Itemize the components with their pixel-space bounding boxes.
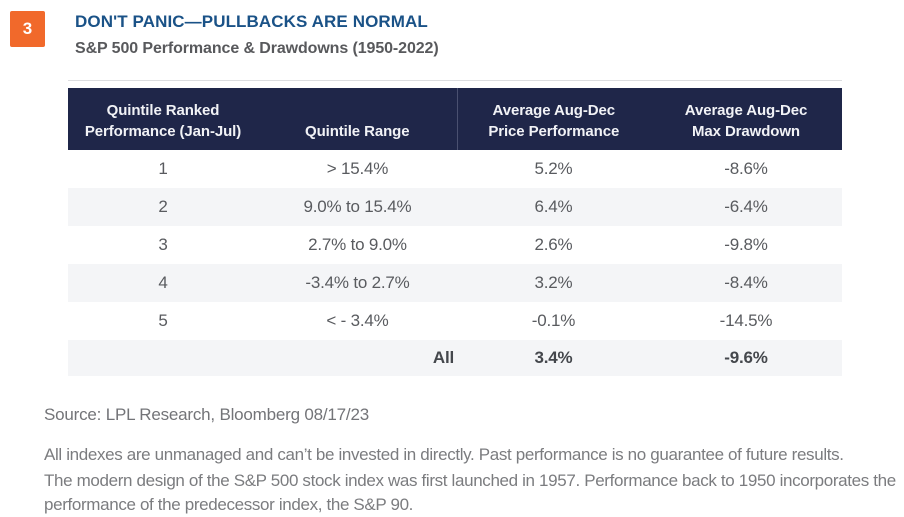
cell-performance-all: 3.4% bbox=[457, 340, 650, 376]
col-header-line: Average Aug-Dec bbox=[684, 102, 808, 119]
table-row: 2 9.0% to 15.4% 6.4% -6.4% bbox=[68, 188, 842, 226]
cell-performance: 2.6% bbox=[534, 235, 573, 254]
cell-range: 2.7% to 9.0% bbox=[308, 235, 407, 254]
cell-quintile: 5 bbox=[158, 311, 168, 330]
col-header-quintile-range: Quintile Range bbox=[258, 88, 457, 150]
disclaimer-2: The modern design of the S&P 500 stock i… bbox=[44, 471, 896, 514]
col-header-quintile-rank: Quintile Ranked Performance (Jan-Jul) bbox=[68, 88, 258, 150]
cell-range: 9.0% to 15.4% bbox=[258, 188, 457, 226]
cell-quintile: 2 bbox=[68, 188, 258, 226]
top-divider bbox=[68, 80, 842, 81]
cell-range: < - 3.4% bbox=[326, 311, 389, 330]
cell-quintile: 1 bbox=[158, 159, 168, 178]
cell-drawdown-all: -9.6% bbox=[650, 340, 842, 376]
col-header-price-performance: Average Aug-Dec Price Performance bbox=[456, 88, 650, 150]
cell-all-label: All bbox=[258, 340, 457, 376]
table-summary-row: All 3.4% -9.6% bbox=[68, 340, 842, 376]
cell-drawdown: -14.5% bbox=[719, 311, 773, 330]
cell-drawdown: -9.8% bbox=[724, 235, 768, 254]
table-header-row: Quintile Ranked Performance (Jan-Jul) Qu… bbox=[68, 88, 842, 150]
col-header-line: Average Aug-Dec bbox=[492, 102, 616, 119]
source-note: Source: LPL Research, Bloomberg 08/17/23 bbox=[44, 405, 369, 424]
cell-drawdown: -8.4% bbox=[650, 264, 842, 302]
cell-range: -3.4% to 2.7% bbox=[258, 264, 457, 302]
figure-subtitle: S&P 500 Performance & Drawdowns (1950-20… bbox=[75, 40, 439, 57]
figure-title: DON'T PANIC—PULLBACKS ARE NORMAL bbox=[75, 12, 428, 31]
table-row: 3 2.7% to 9.0% 2.6% -9.8% bbox=[68, 226, 842, 264]
cell-quintile: 3 bbox=[158, 235, 168, 254]
col-header-line: Max Drawdown bbox=[692, 123, 800, 140]
cell-empty bbox=[68, 340, 258, 376]
col-header-line: Quintile Ranked bbox=[106, 102, 220, 119]
footer-notes: Source: LPL Research, Bloomberg 08/17/23… bbox=[44, 404, 904, 517]
cell-drawdown: -6.4% bbox=[650, 188, 842, 226]
cell-performance: 5.2% bbox=[534, 159, 573, 178]
col-header-line: Quintile Range bbox=[305, 123, 410, 140]
disclaimer-1: All indexes are unmanaged and can’t be i… bbox=[44, 445, 844, 464]
col-header-line: Performance (Jan-Jul) bbox=[84, 123, 242, 140]
table-row: 5 < - 3.4% -0.1% -14.5% bbox=[68, 302, 842, 340]
cell-performance: 3.2% bbox=[457, 264, 650, 302]
performance-table: Quintile Ranked Performance (Jan-Jul) Qu… bbox=[68, 88, 842, 376]
cell-drawdown: -8.6% bbox=[724, 159, 768, 178]
col-header-max-drawdown: Average Aug-Dec Max Drawdown bbox=[650, 88, 842, 150]
cell-performance: 6.4% bbox=[457, 188, 650, 226]
cell-performance: -0.1% bbox=[531, 311, 576, 330]
figure-number-badge: 3 bbox=[10, 11, 45, 47]
table-row: 4 -3.4% to 2.7% 3.2% -8.4% bbox=[68, 264, 842, 302]
col-header-line: Price Performance bbox=[488, 123, 620, 140]
table-row: 1 > 15.4% 5.2% -8.6% bbox=[68, 150, 842, 188]
cell-quintile: 4 bbox=[68, 264, 258, 302]
cell-range: > 15.4% bbox=[326, 159, 389, 178]
